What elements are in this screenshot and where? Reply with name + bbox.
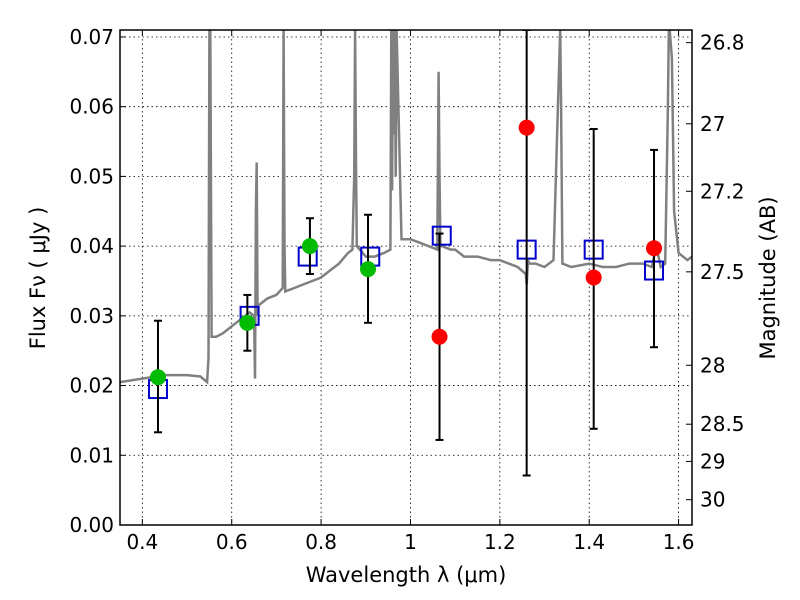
y-tick-label: 0.07	[69, 25, 114, 49]
grid-lines	[120, 30, 692, 526]
x-tick-label: 1.4	[573, 530, 605, 554]
mag-tick-label: 28.5	[700, 412, 745, 436]
x-tick-label: 1.2	[484, 530, 516, 554]
mag-tick-label: 26.8	[700, 31, 745, 55]
circle-marker	[646, 240, 663, 257]
mag-tick-label: 27.5	[700, 260, 745, 284]
circle-marker	[431, 328, 448, 345]
circle-marker	[239, 314, 256, 331]
mag-tick-label: 27.2	[700, 179, 745, 203]
circle-marker	[301, 238, 318, 255]
x-tick-label: 0.6	[216, 530, 248, 554]
mag-tick-label: 27	[700, 112, 725, 136]
y-tick-label: 0.06	[69, 95, 114, 119]
data-markers	[147, 30, 665, 477]
mag-tick-label: 30	[700, 488, 725, 512]
plot-frame	[119, 29, 693, 526]
x-axis-label: Wavelength λ (μm)	[306, 563, 507, 587]
tick-labels: 0.4 0.6 0.8 1 1.2 1.4 1.6 0.00 0.01 0.02 0.03 0.04 0…	[69, 25, 744, 554]
y-tick-label: 0.00	[69, 513, 114, 537]
model-spectrum-line	[120, 30, 692, 385]
mag-tick-label: 28	[700, 353, 725, 377]
y-axis-label: Flux Fν ( μJy )	[26, 207, 50, 350]
x-tick-label: 1	[404, 530, 417, 554]
circle-marker	[149, 369, 166, 386]
y-tick-label: 0.02	[69, 374, 114, 398]
square-marker	[431, 225, 452, 246]
circle-marker	[360, 261, 377, 278]
y-tick-label: 0.05	[69, 164, 114, 188]
x-tick-label: 0.4	[126, 530, 158, 554]
y-tick-label: 0.04	[69, 234, 114, 258]
axis-ticks	[120, 30, 692, 526]
x-tick-label: 0.8	[305, 530, 337, 554]
y-tick-label: 0.01	[69, 443, 114, 467]
y-tick-label: 0.03	[69, 304, 114, 328]
circle-marker	[585, 269, 602, 286]
y2-axis-label: Magnitude (AB)	[756, 196, 780, 359]
x-tick-label: 1.6	[663, 530, 695, 554]
mag-tick-label: 29	[700, 449, 725, 473]
plot-area	[120, 30, 692, 477]
circle-marker	[518, 119, 535, 136]
